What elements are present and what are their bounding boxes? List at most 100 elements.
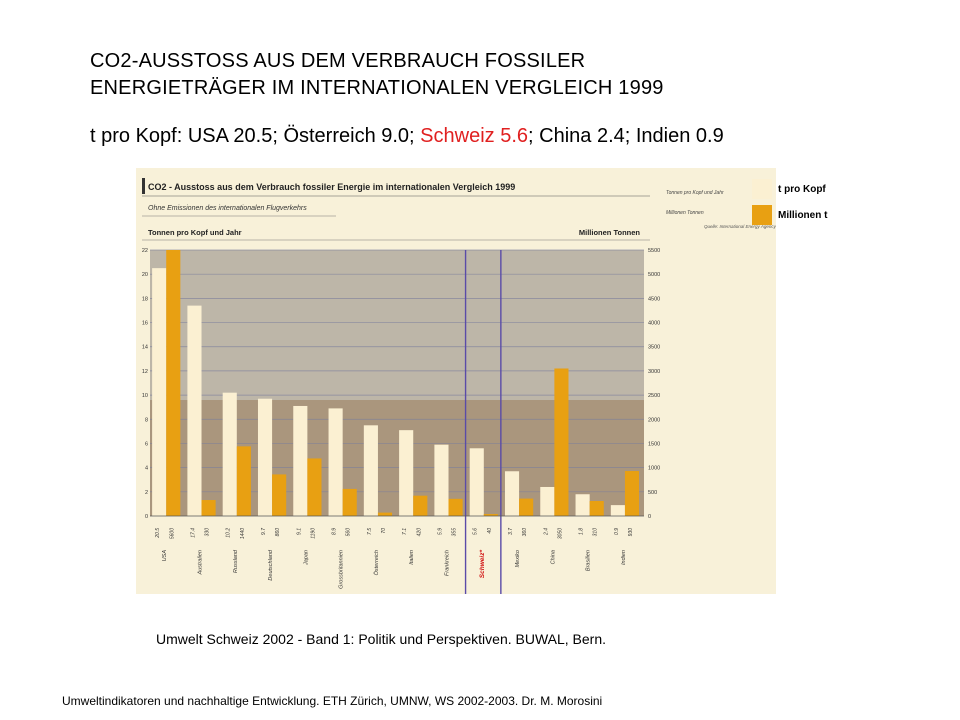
- bar-total: [519, 498, 534, 516]
- bar-total: [377, 512, 393, 516]
- y-tick-left: 18: [142, 296, 148, 302]
- bar-total: [589, 501, 604, 516]
- category-label: Japan: [303, 550, 309, 566]
- y-tick-right: 5000: [648, 272, 660, 278]
- data-label-total: 70: [381, 528, 387, 534]
- y-tick-left: 10: [142, 393, 148, 399]
- bar-per-capita: [222, 392, 237, 516]
- bar-per-capita: [328, 408, 343, 516]
- bar-per-capita: [434, 444, 449, 516]
- bar-per-capita: [469, 448, 484, 516]
- legend-swatch-per-capita: [752, 179, 772, 199]
- subtitle-highlight-schweiz: Schweiz 5.6: [420, 125, 529, 147]
- slide-title: CO2-AUSSTOSS AUS DEM VERBRAUCH FOSSILER …: [90, 48, 664, 102]
- y-tick-right: 0: [648, 514, 651, 520]
- data-label-per-capita: 5.6: [473, 528, 479, 535]
- y-tick-right: 4500: [648, 296, 660, 302]
- data-label-per-capita: 5.9: [437, 528, 443, 535]
- source-citation: Umwelt Schweiz 2002 - Band 1: Politik un…: [156, 631, 607, 647]
- y-tick-left: 8: [145, 417, 148, 423]
- y-tick-right: 5500: [648, 248, 660, 254]
- legend: t pro Kopf Millionen t: [752, 178, 827, 230]
- data-label-total: 1190: [310, 528, 316, 539]
- data-label-total: 310: [593, 528, 599, 537]
- y-tick-right: 1500: [648, 441, 660, 447]
- bar-total: [236, 446, 251, 516]
- y-tick-left: 0: [145, 514, 148, 520]
- data-label-per-capita: 0.9: [614, 528, 620, 535]
- chart-ylabel-right: Millionen Tonnen: [579, 228, 641, 237]
- data-label-per-capita: 17.4: [190, 528, 196, 538]
- data-label-total: 5600: [169, 528, 175, 539]
- category-label: Grossbritannien: [339, 550, 345, 589]
- bar-per-capita: [504, 471, 520, 516]
- subtitle-text-1: t pro Kopf: USA 20.5; Österreich 9.0;: [90, 125, 421, 147]
- y-tick-left: 4: [145, 466, 148, 472]
- chart-inner-title: CO2 - Ausstoss aus dem Verbrauch fossile…: [148, 182, 515, 192]
- bar-per-capita: [363, 425, 378, 516]
- y-tick-left: 20: [142, 272, 148, 278]
- data-label-per-capita: 9.7: [261, 528, 267, 535]
- category-label: Deutschland: [268, 549, 274, 581]
- data-label-per-capita: 7.5: [367, 528, 373, 535]
- bar-per-capita: [575, 494, 590, 516]
- category-label: Italien: [409, 550, 415, 565]
- bar-per-capita: [293, 405, 308, 516]
- co2-chart-figure: CO2 - Ausstoss aus dem Verbrauch fossile…: [136, 168, 776, 594]
- data-label-per-capita: 9.1: [296, 528, 302, 535]
- chart-ylabel-left: Tonnen pro Kopf und Jahr: [148, 228, 242, 237]
- bar-total: [554, 368, 569, 516]
- inner-legend-total: Millionen Tonnen: [666, 210, 704, 216]
- title-marker: [142, 178, 145, 194]
- bar-total: [448, 498, 463, 516]
- y-tick-right: 2500: [648, 393, 660, 399]
- legend-swatch-total: [752, 205, 772, 225]
- y-tick-left: 2: [145, 490, 148, 496]
- y-tick-left: 12: [142, 369, 148, 375]
- data-label-total: 355: [452, 528, 458, 537]
- bar-per-capita: [610, 505, 625, 516]
- data-label-per-capita: 2.4: [543, 528, 549, 536]
- category-label: USA: [162, 550, 168, 562]
- data-label-total: 40: [487, 528, 493, 534]
- category-label: Mexiko: [515, 550, 521, 567]
- data-label-total: 360: [522, 528, 528, 537]
- subtitle-text-2: ; China 2.4; Indien 0.9: [528, 125, 724, 147]
- bar-per-capita: [152, 268, 167, 516]
- bar-total: [166, 250, 181, 516]
- category-label: Schweiz*: [479, 550, 486, 579]
- bar-total: [272, 474, 287, 516]
- inner-source: Quelle: International Energy Agency / OE…: [704, 224, 776, 229]
- data-label-per-capita: 8.9: [332, 528, 338, 535]
- legend-item-total: Millionen t: [752, 204, 827, 226]
- category-label: Australien: [198, 550, 204, 575]
- data-label-total: 3050: [557, 528, 563, 539]
- bar-per-capita: [399, 430, 414, 516]
- bar-total: [342, 488, 357, 516]
- legend-item-per-capita: t pro Kopf: [752, 178, 827, 200]
- bar-per-capita: [257, 398, 273, 516]
- category-label: Brasilien: [586, 550, 592, 571]
- data-label-total: 860: [275, 528, 281, 537]
- y-tick-left: 6: [145, 441, 148, 447]
- y-tick-right: 3500: [648, 345, 660, 351]
- bar-total: [413, 495, 428, 516]
- bar-total: [201, 500, 216, 516]
- bar-total: [624, 471, 640, 516]
- inner-legend-per-capita: Tonnen pro Kopf und Jahr: [666, 190, 724, 196]
- y-tick-right: 4000: [648, 321, 660, 327]
- data-label-total: 330: [205, 528, 211, 537]
- legend-label-total: Millionen t: [778, 209, 828, 221]
- slide-title-line2: ENERGIETRÄGER IM INTERNATIONALEN VERGLEI…: [90, 77, 664, 99]
- legend-label-per-capita: t pro Kopf: [778, 183, 826, 195]
- bar-per-capita: [187, 305, 202, 516]
- data-label-per-capita: 10.2: [226, 528, 232, 538]
- data-label-per-capita: 7.1: [402, 528, 408, 535]
- category-label: Indien: [621, 550, 627, 565]
- data-label-total: 1440: [240, 528, 246, 539]
- bar-total: [483, 514, 498, 516]
- y-tick-left: 16: [142, 321, 148, 327]
- y-tick-right: 3000: [648, 369, 660, 375]
- y-tick-right: 500: [648, 490, 657, 496]
- y-tick-right: 1000: [648, 466, 660, 472]
